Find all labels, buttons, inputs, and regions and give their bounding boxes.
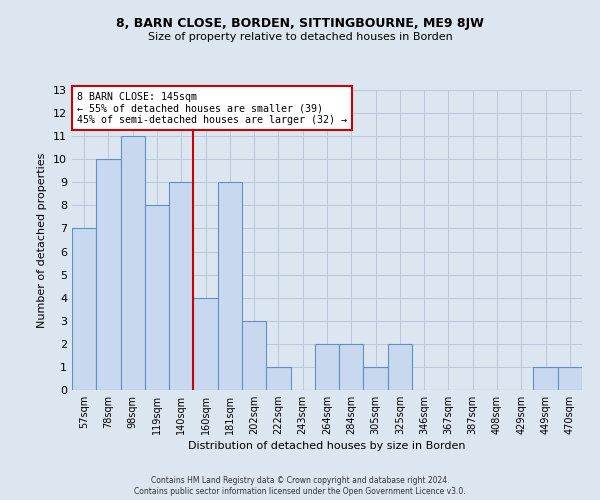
Text: Contains HM Land Registry data © Crown copyright and database right 2024.: Contains HM Land Registry data © Crown c…: [151, 476, 449, 485]
Bar: [72, 228, 96, 390]
X-axis label: Distribution of detached houses by size in Borden: Distribution of detached houses by size …: [188, 442, 466, 452]
Bar: [364, 367, 388, 390]
Y-axis label: Number of detached properties: Number of detached properties: [37, 152, 47, 328]
Text: 8, BARN CLOSE, BORDEN, SITTINGBOURNE, ME9 8JW: 8, BARN CLOSE, BORDEN, SITTINGBOURNE, ME…: [116, 18, 484, 30]
Bar: [169, 182, 193, 390]
Text: Size of property relative to detached houses in Borden: Size of property relative to detached ho…: [148, 32, 452, 42]
Text: Contains public sector information licensed under the Open Government Licence v3: Contains public sector information licen…: [134, 488, 466, 496]
Bar: [193, 298, 218, 390]
Text: 8 BARN CLOSE: 145sqm
← 55% of detached houses are smaller (39)
45% of semi-detac: 8 BARN CLOSE: 145sqm ← 55% of detached h…: [77, 92, 347, 124]
Bar: [266, 367, 290, 390]
Bar: [145, 206, 169, 390]
Bar: [388, 344, 412, 390]
Bar: [558, 367, 582, 390]
Bar: [218, 182, 242, 390]
Bar: [121, 136, 145, 390]
Bar: [533, 367, 558, 390]
Bar: [315, 344, 339, 390]
Bar: [96, 159, 121, 390]
Bar: [339, 344, 364, 390]
Bar: [242, 321, 266, 390]
